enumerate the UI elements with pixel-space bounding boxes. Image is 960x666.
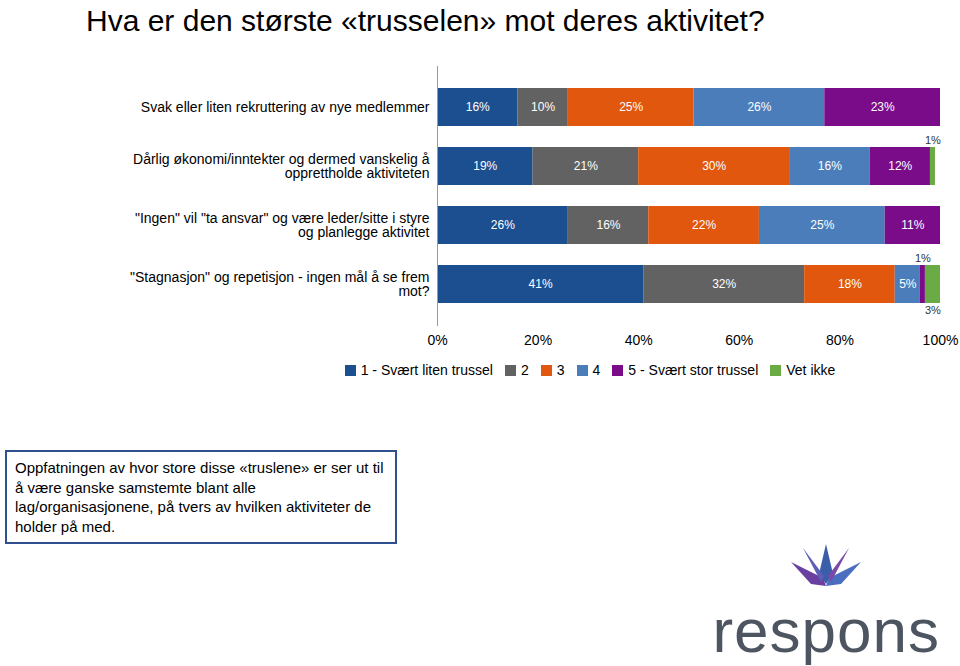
svg-text:16%: 16% (597, 218, 621, 232)
svg-text:30%: 30% (702, 159, 726, 173)
svg-text:60%: 60% (725, 332, 753, 348)
html-text:3: 3 (556, 362, 565, 378)
html-text:4: 4 (592, 362, 601, 378)
html-text:Vet ikke: Vet ikke (786, 362, 836, 378)
svg-text:16%: 16% (818, 159, 842, 173)
svg-text:16%: 16% (466, 100, 490, 114)
html-text:Hva er den største «trusselen»: Hva er den største «trusselen» mot deres… (86, 4, 765, 37)
svg-text:1%: 1% (915, 252, 931, 264)
html-text:5 - Svært stor trussel: 5 - Svært stor trussel (628, 362, 759, 378)
svg-text:19%: 19% (473, 159, 497, 173)
html-text:2: 2 (521, 362, 529, 378)
svg-text:23%: 23% (871, 100, 895, 114)
svg-text:21%: 21% (574, 159, 598, 173)
html-text:respons: respons (712, 596, 940, 665)
svg-text:25%: 25% (619, 100, 643, 114)
svg-text:5%: 5% (899, 277, 917, 291)
svg-text:25%: 25% (810, 218, 834, 232)
svg-text:20%: 20% (524, 332, 552, 348)
svg-text:80%: 80% (826, 332, 854, 348)
html-text:Oppfatningen av hvor store dis: Oppfatningen av hvor store disse «trusle… (15, 459, 384, 535)
svg-text:26%: 26% (747, 100, 771, 114)
svg-text:100%: 100% (923, 332, 959, 348)
svg-text:12%: 12% (888, 159, 912, 173)
svg-text:26%: 26% (491, 218, 515, 232)
svg-text:32%: 32% (712, 277, 736, 291)
svg-text:18%: 18% (838, 277, 862, 291)
svg-text:11%: 11% (901, 218, 924, 232)
svg-text:Svak eller liten rekruttering: Svak eller liten rekruttering av nye med… (141, 99, 430, 115)
svg-text:1%: 1% (925, 134, 941, 146)
svg-text:Dårlig økonomi/inntekter og de: Dårlig økonomi/inntekter og dermed vansk… (133, 151, 430, 181)
svg-text:0%: 0% (427, 332, 447, 348)
html-text:1 - Svært liten trussel: 1 - Svært liten trussel (360, 362, 493, 378)
svg-text:"Stagnasjon" og repetisjon - i: "Stagnasjon" og repetisjon - ingen mål å… (130, 269, 430, 299)
svg-text:10%: 10% (531, 100, 555, 114)
svg-text:40%: 40% (625, 332, 653, 348)
svg-text:"Ingen" vil "ta ansvar" og vær: "Ingen" vil "ta ansvar" og være leder/si… (135, 210, 430, 240)
svg-text:3%: 3% (925, 304, 941, 316)
svg-text:41%: 41% (529, 277, 553, 291)
svg-text:22%: 22% (692, 218, 716, 232)
